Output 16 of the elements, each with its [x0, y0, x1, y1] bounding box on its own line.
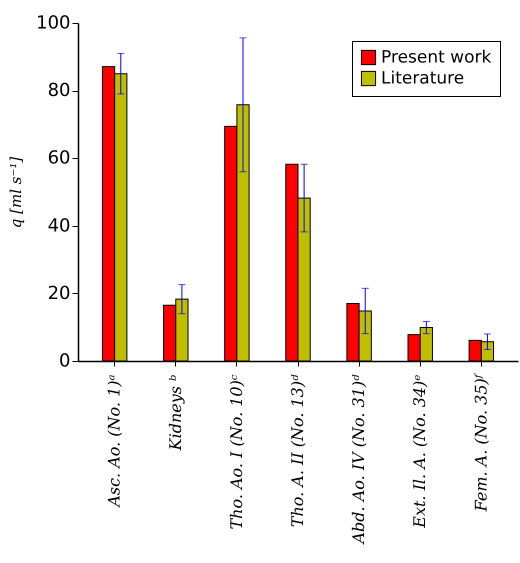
x-tick-label: Tho. Ao. I (No. 10)ᶜ	[226, 374, 246, 530]
y-axis-title: q [ml s⁻¹]	[7, 156, 26, 228]
y-tick-label: 100	[36, 12, 70, 34]
legend-label: Literature	[381, 68, 464, 88]
x-tick-label: Tho. A. II (No. 13)ᵈ	[288, 374, 307, 528]
x-tick-label: Ext. Il. A. (No. 34)ᵉ	[410, 374, 430, 529]
x-tick-label: Fem. A. (No. 35)ᶠ	[471, 372, 490, 512]
y-tick-label: 0	[59, 350, 70, 372]
legend-label: Present work	[381, 48, 492, 68]
y-tick-label: 80	[48, 80, 70, 102]
x-tick-label: Kidneys ᵇ	[166, 374, 185, 452]
y-tick-label: 60	[48, 148, 70, 169]
y-tick-label: 40	[48, 215, 70, 236]
x-tick-label: Abd. Ao. IV (No. 31)ᵈ	[349, 374, 368, 546]
y-tick-label: 20	[48, 282, 70, 304]
x-tick-label: Asc. Ao. (No. 1)ᵃ	[104, 374, 124, 509]
